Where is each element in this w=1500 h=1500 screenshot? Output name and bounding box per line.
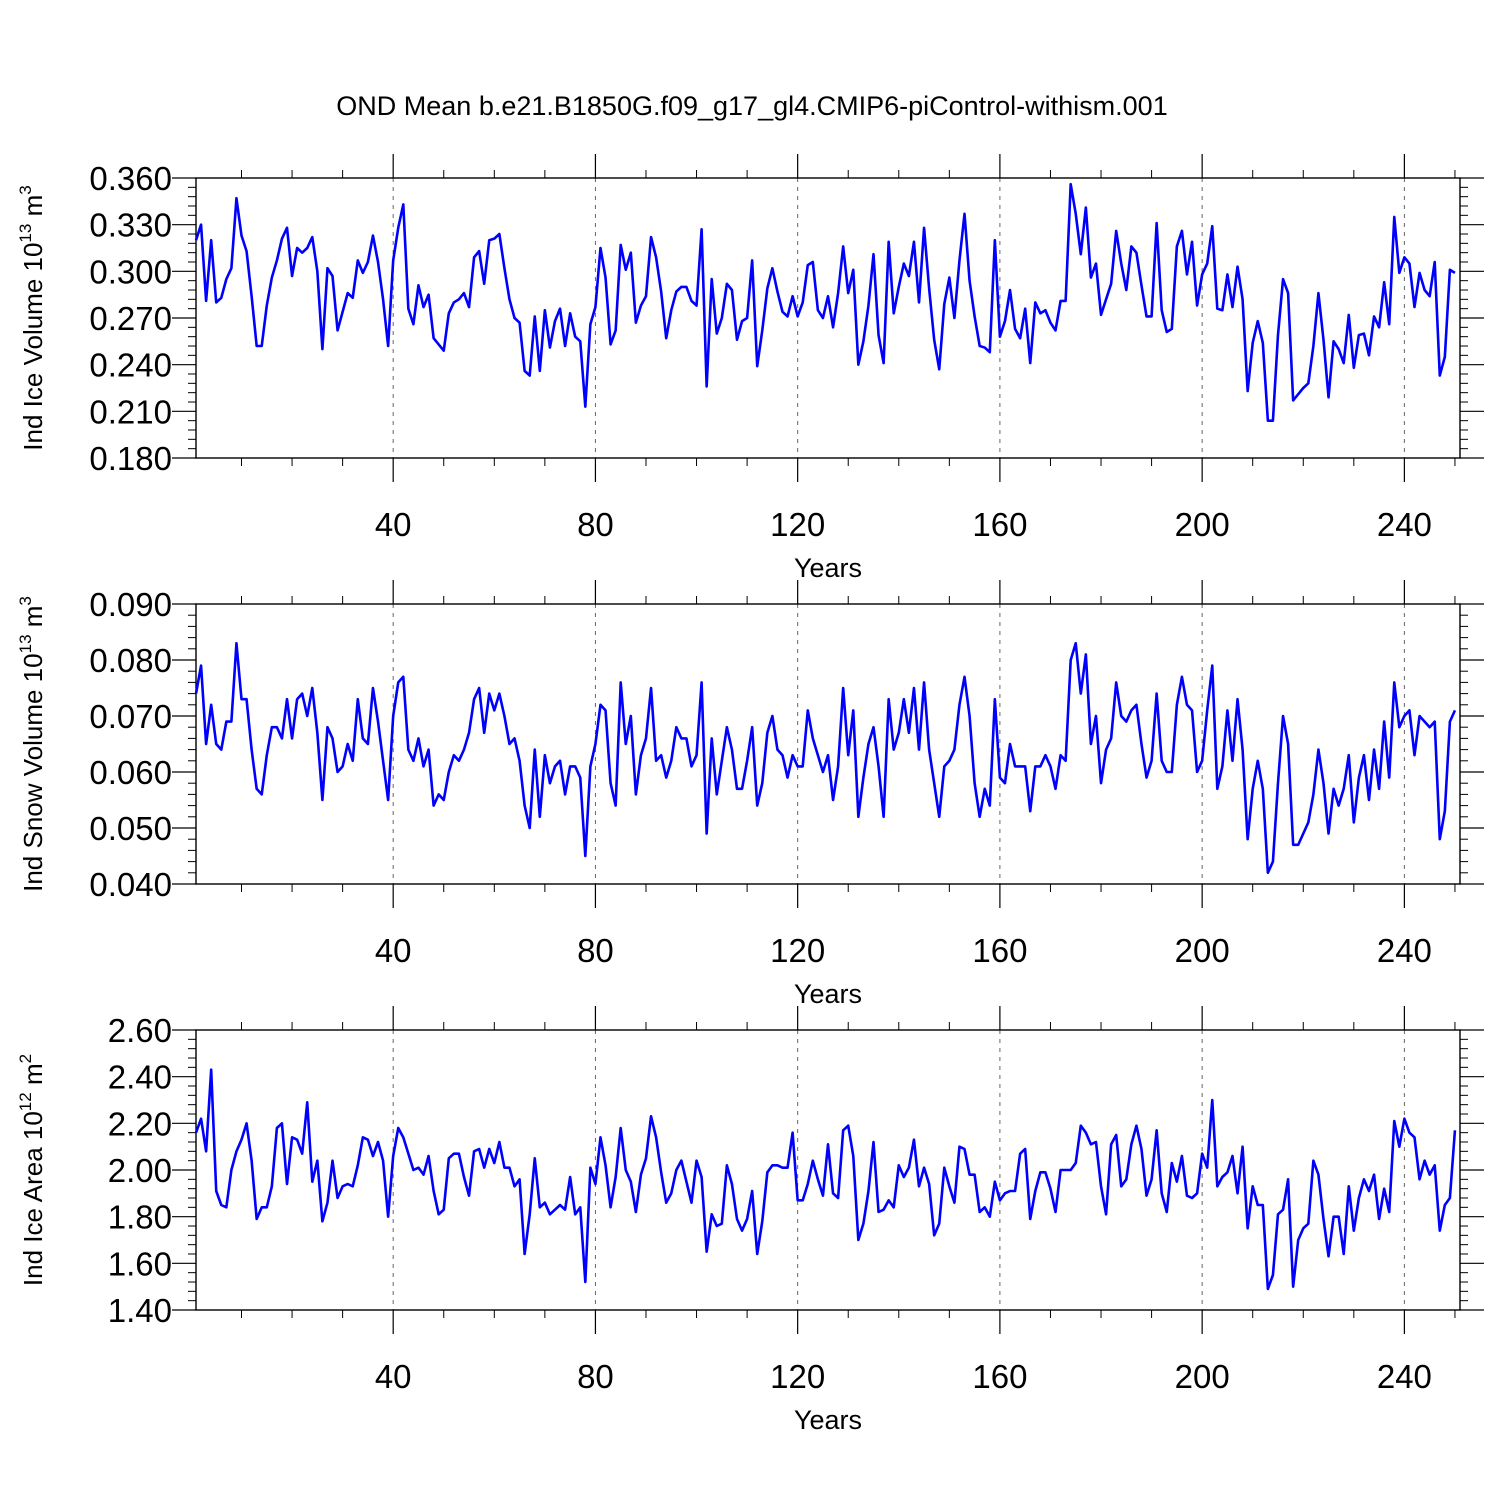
- series-line-ind-ice-volume: [194, 182, 1456, 422]
- x-tick-label: 120: [770, 506, 825, 543]
- y-tick-label: 2.60: [108, 1012, 172, 1049]
- y-axis-label-unit: m: [18, 195, 48, 224]
- x-tick-label: 240: [1377, 1358, 1432, 1395]
- y-axis-label-unit-exponent: 3: [16, 596, 35, 605]
- x-tick-label: 80: [577, 932, 614, 969]
- y-tick-label: 2.20: [108, 1105, 172, 1142]
- x-axis-label: Years: [794, 979, 862, 1009]
- y-axis-label: Ind Ice Area 1012 m2: [16, 1054, 48, 1286]
- y-axis-label-unit: m: [18, 1063, 48, 1092]
- y-axis-label-exponent: 13: [16, 634, 35, 653]
- y-tick-label: 0.210: [89, 393, 172, 430]
- y-tick-label: 1.40: [108, 1292, 172, 1329]
- x-tick-label: 160: [972, 1358, 1027, 1395]
- y-axis-label: Ind Snow Volume 1013 m3: [16, 596, 48, 892]
- series-line-ind-ice-area: [194, 1068, 1457, 1291]
- y-axis-label-exponent: 13: [16, 224, 35, 243]
- y-tick-label: 0.060: [89, 754, 172, 791]
- y-tick-label: 0.180: [89, 440, 172, 477]
- y-axis-label-unit: m: [18, 606, 48, 635]
- x-axis-label: Years: [794, 553, 862, 583]
- y-tick-label: 2.00: [108, 1152, 172, 1189]
- x-tick-label: 160: [972, 932, 1027, 969]
- x-tick-label: 80: [577, 506, 614, 543]
- y-tick-label: 1.60: [108, 1245, 172, 1282]
- x-tick-label: 80: [577, 1358, 614, 1395]
- y-tick-label: 0.090: [89, 586, 172, 623]
- y-tick-label: 1.80: [108, 1199, 172, 1236]
- x-axis-label: Years: [794, 1405, 862, 1435]
- plot-frame: [195, 1029, 1461, 1311]
- x-tick-label: 160: [972, 506, 1027, 543]
- y-axis-label-text: Ind Ice Volume 10: [18, 243, 48, 451]
- y-axis-label-exponent: 12: [16, 1092, 35, 1111]
- y-tick-label: 0.080: [89, 642, 172, 679]
- x-tick-label: 240: [1377, 932, 1432, 969]
- x-tick-label: 240: [1377, 506, 1432, 543]
- y-tick-label: 0.330: [89, 207, 172, 244]
- y-axis-label: Ind Ice Volume 1013 m3: [16, 185, 48, 450]
- y-tick-label: 0.070: [89, 698, 172, 735]
- x-tick-label: 120: [770, 932, 825, 969]
- y-axis-label-unit-exponent: 3: [16, 185, 35, 194]
- panel-ice-area: 1.40 1.60 1.80 2.00 2.20 2.40 2.60 40 80 120 160 20…: [16, 1006, 1484, 1435]
- y-tick-label: 0.270: [89, 300, 172, 337]
- x-tick-label: 200: [1175, 932, 1230, 969]
- y-axis-label-text: Ind Ice Area 10: [18, 1111, 48, 1286]
- series-line-ind-snow-volume: [194, 641, 1457, 875]
- x-tick-label: 120: [770, 1358, 825, 1395]
- x-tick-label: 40: [375, 506, 412, 543]
- panel-snow-volume: 0.040 0.050 0.060 0.070 0.080 0.090 40 80 120 160…: [16, 580, 1484, 1009]
- x-tick-label: 200: [1175, 506, 1230, 543]
- chart-title: OND Mean b.e21.B1850G.f09_g17_gl4.CMIP6-…: [336, 91, 1167, 121]
- y-tick-label: 0.040: [89, 866, 172, 903]
- y-tick-label: 0.360: [89, 160, 172, 197]
- y-axis-label-text: Ind Snow Volume 10: [18, 653, 48, 892]
- x-tick-label: 40: [375, 932, 412, 969]
- panel-ice-volume: 0.180 0.210 0.240 0.270 0.300 0.330 0.360 40 80 1…: [16, 154, 1484, 583]
- y-axis-label-unit-exponent: 2: [16, 1054, 35, 1063]
- x-tick-label: 200: [1175, 1358, 1230, 1395]
- y-tick-label: 0.300: [89, 253, 172, 290]
- x-tick-label: 40: [375, 1358, 412, 1395]
- y-tick-label: 0.240: [89, 347, 172, 384]
- plot-frame: [195, 603, 1461, 885]
- y-tick-label: 0.050: [89, 810, 172, 847]
- y-tick-label: 2.40: [108, 1059, 172, 1096]
